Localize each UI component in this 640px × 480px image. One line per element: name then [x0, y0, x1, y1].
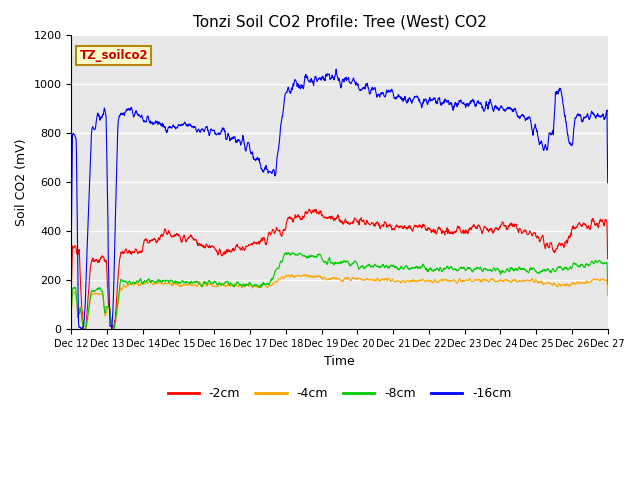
Title: Tonzi Soil CO2 Profile: Tree (West) CO2: Tonzi Soil CO2 Profile: Tree (West) CO2	[193, 15, 486, 30]
X-axis label: Time: Time	[324, 355, 355, 368]
Legend: -2cm, -4cm, -8cm, -16cm: -2cm, -4cm, -8cm, -16cm	[163, 383, 516, 406]
Y-axis label: Soil CO2 (mV): Soil CO2 (mV)	[15, 139, 28, 226]
Text: TZ_soilco2: TZ_soilco2	[79, 48, 148, 61]
